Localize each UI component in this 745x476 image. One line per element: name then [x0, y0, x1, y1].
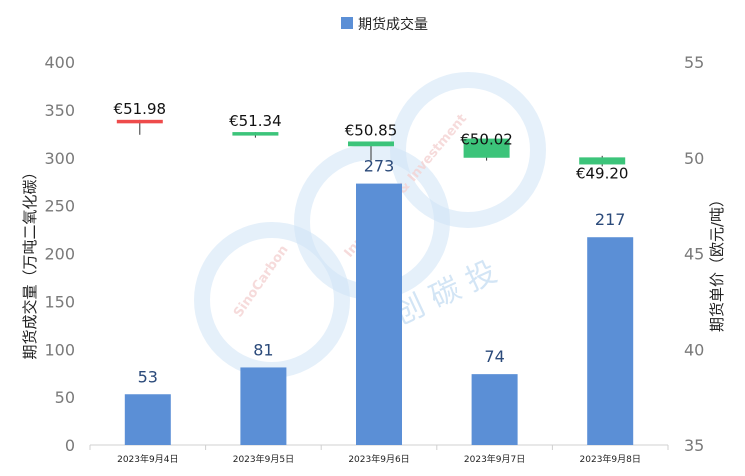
- volume-bar: [124, 394, 171, 445]
- bars: [124, 183, 634, 446]
- x-tick-label: 2023年9月5日: [233, 453, 294, 465]
- price-labels: €51.98 €51.34 €50.85 €50.02 €49.20: [114, 100, 629, 183]
- y-tick-left: 400: [44, 53, 75, 72]
- bar-value-label: 81: [253, 340, 273, 359]
- price-label: €49.20: [576, 164, 629, 182]
- volume-bar: [356, 183, 402, 446]
- price-candle: [232, 132, 279, 136]
- y-tick-left: 50: [55, 388, 75, 407]
- legend-label: 期货成交量: [358, 16, 428, 33]
- y-tick-left: 150: [44, 292, 75, 311]
- price-candle: [463, 138, 510, 158]
- y-axis-title-right: 期货单价（欧元/吨）: [708, 192, 726, 332]
- x-tick-label: 2023年9月7日: [464, 453, 525, 465]
- watermark-brand: SinoCarbon: [231, 243, 292, 321]
- watermark-cn: 创 碳 投: [389, 254, 503, 332]
- volume-bar: [471, 374, 518, 445]
- bar-value-label: 74: [484, 347, 504, 366]
- legend: 期货成交量: [341, 16, 428, 33]
- price-label: €50.02: [460, 131, 513, 149]
- legend-swatch: [341, 17, 353, 29]
- volume-bar: [587, 237, 634, 445]
- y-tick-right: 40: [684, 340, 704, 359]
- y-tick-left: 300: [44, 149, 75, 168]
- y-tick-left: 0: [65, 436, 75, 455]
- volume-bar: [240, 367, 287, 445]
- y-tick-left: 200: [44, 245, 75, 264]
- bar-value-label: 273: [364, 157, 395, 176]
- x-tick-label: 2023年9月4日: [117, 453, 178, 465]
- y-tick-left: 100: [44, 340, 75, 359]
- y-tick-left: 350: [44, 101, 75, 120]
- x-tick-label: 2023年9月8日: [580, 453, 641, 465]
- y-tick-right: 35: [684, 436, 704, 455]
- bar-value-label: 217: [595, 210, 626, 229]
- price-candle: [348, 141, 394, 147]
- y-tick-right: 45: [684, 245, 704, 264]
- price-candle: [116, 119, 163, 124]
- candles: [116, 119, 626, 167]
- price-label: €51.34: [229, 112, 282, 130]
- y-tick-right: 55: [684, 53, 704, 72]
- price-candle: [579, 157, 626, 165]
- bar-value-label: 53: [138, 367, 158, 386]
- x-tick-label: 2023年9月6日: [348, 453, 409, 465]
- price-label: €51.98: [114, 100, 167, 118]
- y-tick-left: 250: [44, 197, 75, 216]
- y-axis-title-left: 期货成交量（万吨二氧化碳）: [21, 164, 39, 359]
- price-label: €50.85: [345, 121, 398, 139]
- y-tick-right: 50: [684, 149, 704, 168]
- bar-labels: 53 81 273 74 217: [138, 157, 626, 387]
- watermark-ring-right: [390, 72, 546, 228]
